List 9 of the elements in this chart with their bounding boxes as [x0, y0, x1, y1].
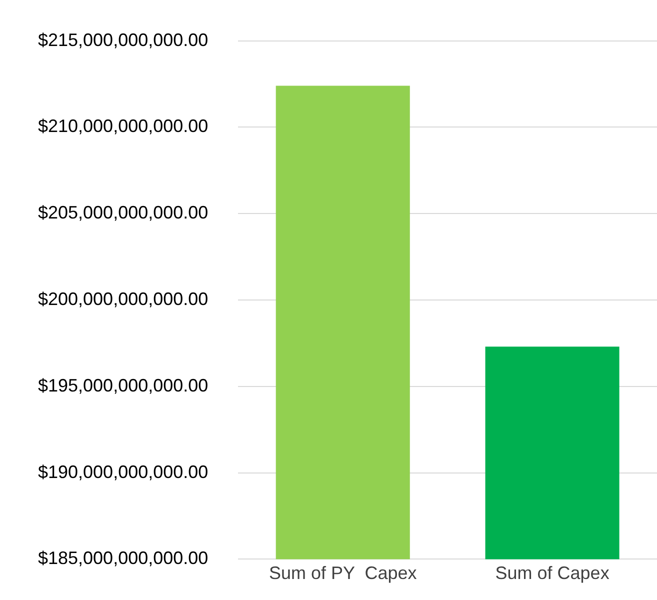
- y-tick-label: $210,000,000,000.00: [38, 116, 208, 136]
- y-tick-label: $185,000,000,000.00: [38, 548, 208, 568]
- y-tick-label: $215,000,000,000.00: [38, 30, 208, 50]
- y-tick-label: $195,000,000,000.00: [38, 375, 208, 396]
- x-tick-label: Sum of PY Capex: [269, 562, 417, 583]
- y-tick-label: $205,000,000,000.00: [38, 202, 208, 223]
- x-tick-label: Sum of Capex: [495, 562, 610, 583]
- y-tick-label: $190,000,000,000.00: [38, 462, 208, 482]
- y-tick-label: $200,000,000,000.00: [38, 288, 208, 309]
